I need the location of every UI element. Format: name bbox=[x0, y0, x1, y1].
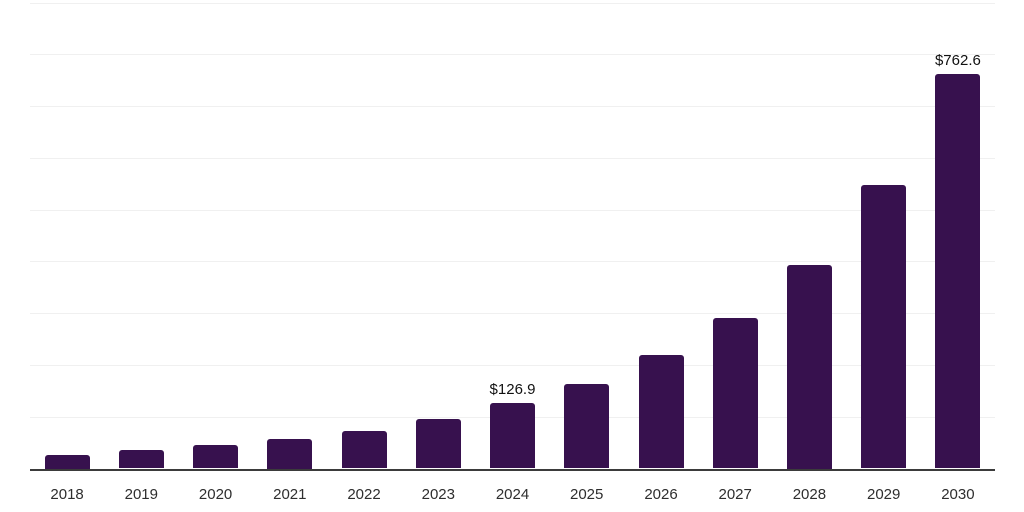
x-tick-label-2025: 2025 bbox=[570, 485, 604, 503]
x-tick-label-2024: 2024 bbox=[495, 485, 530, 503]
gridline bbox=[30, 157, 995, 159]
x-tick-label-2026: 2026 bbox=[644, 485, 678, 503]
bar-2024 bbox=[490, 402, 535, 469]
x-tick-label-2029: 2029 bbox=[867, 485, 901, 503]
bar-2021 bbox=[267, 439, 313, 469]
bar-2027 bbox=[712, 318, 758, 469]
bar-2020 bbox=[193, 444, 239, 469]
x-tick-label-2030: 2030 bbox=[941, 485, 975, 503]
gridline bbox=[30, 106, 995, 108]
bar-2029 bbox=[861, 185, 907, 469]
bar-2030 bbox=[935, 73, 981, 469]
gridline bbox=[30, 261, 995, 263]
x-tick-label-2018: 2018 bbox=[50, 485, 84, 503]
x-tick-label-2023: 2023 bbox=[421, 485, 455, 503]
bar-2022 bbox=[341, 430, 387, 469]
x-tick-label-2021: 2021 bbox=[273, 485, 307, 503]
bar-2023 bbox=[415, 418, 461, 469]
x-tick-label-2020: 2020 bbox=[198, 485, 233, 503]
bar-2018 bbox=[44, 454, 90, 469]
gridline bbox=[30, 209, 995, 211]
gridline bbox=[30, 2, 995, 4]
x-tick-label-2022: 2022 bbox=[347, 485, 381, 503]
gridline bbox=[30, 54, 995, 56]
bar-2028 bbox=[786, 265, 832, 469]
bar-2026 bbox=[638, 355, 684, 469]
bar-value-label-2030: $762.6 bbox=[934, 51, 981, 69]
x-tick-label-2019: 2019 bbox=[124, 485, 158, 503]
bar-2019 bbox=[118, 450, 164, 469]
bar-2025 bbox=[564, 384, 610, 469]
x-axis-line bbox=[30, 468, 995, 471]
x-tick-label-2027: 2027 bbox=[718, 485, 752, 503]
bar-value-label-2024: $126.9 bbox=[489, 380, 536, 398]
gridline bbox=[30, 364, 995, 366]
x-tick-label-2028: 2028 bbox=[792, 485, 827, 503]
gridline bbox=[30, 313, 995, 315]
